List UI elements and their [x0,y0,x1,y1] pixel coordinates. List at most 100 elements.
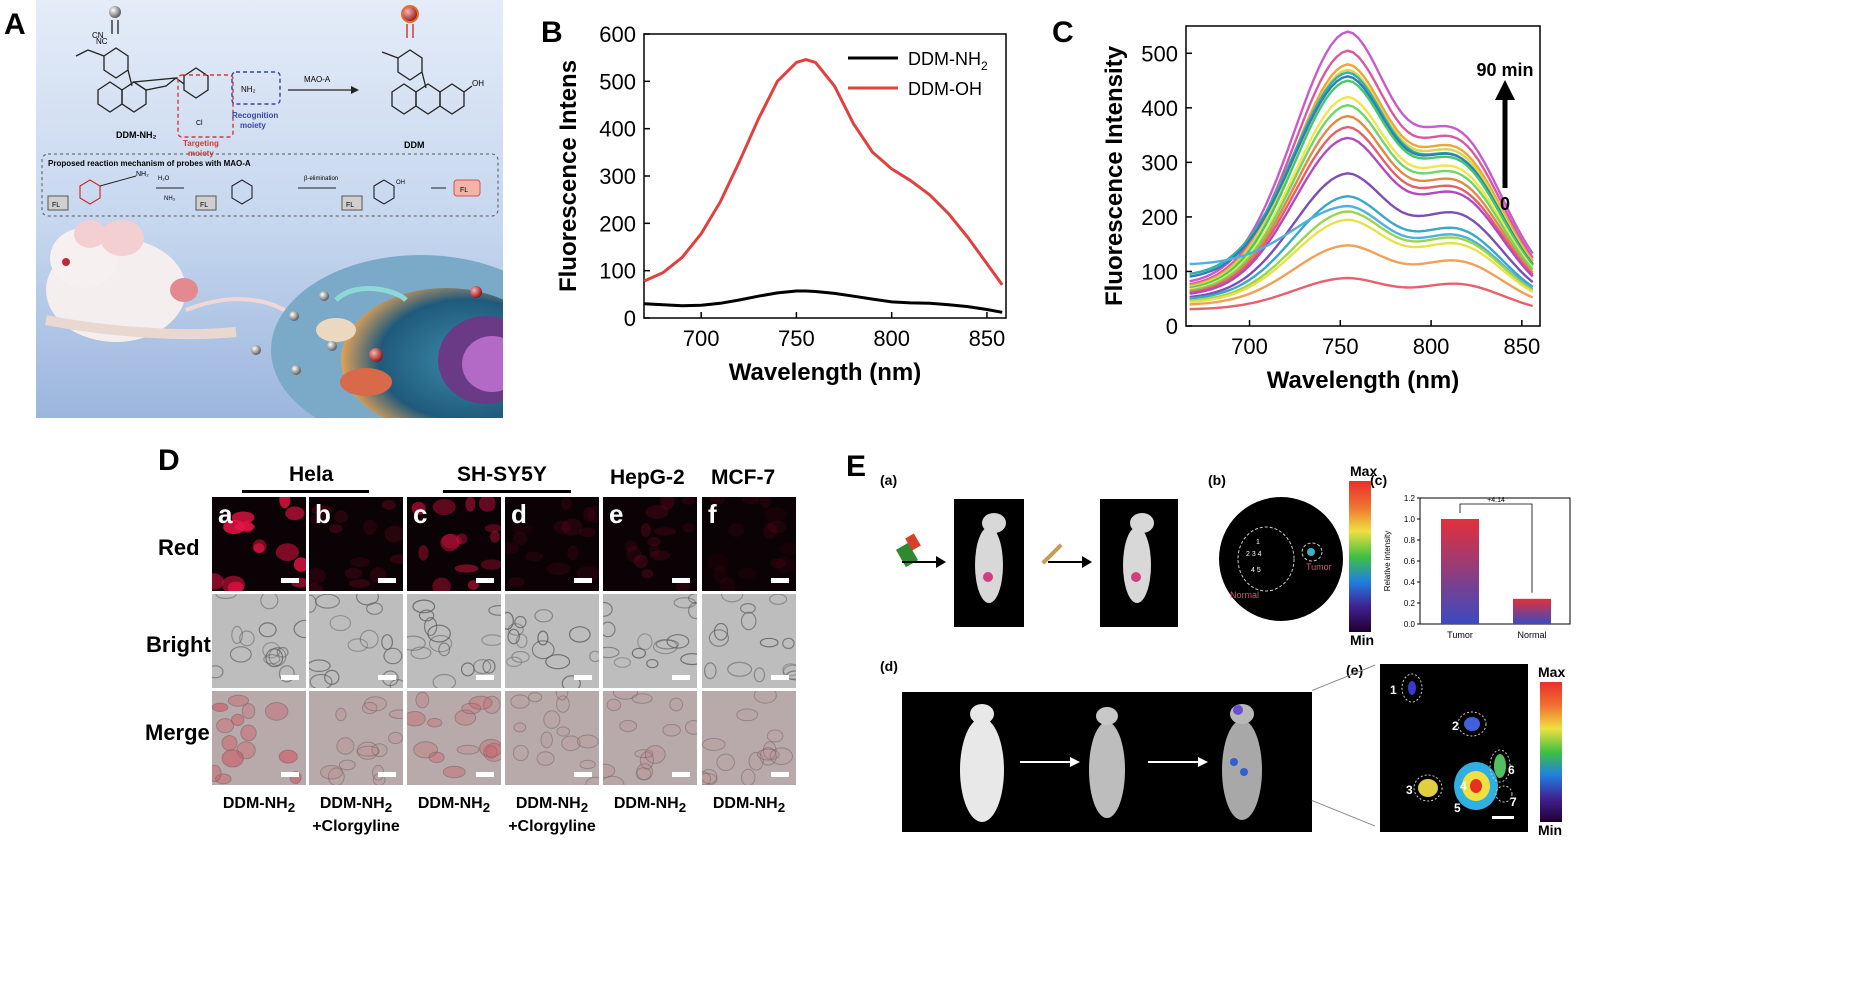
cell-blob [707,553,729,572]
cell-blob [721,594,744,603]
col-header-hepg2: HepG-2 [610,466,685,489]
cell-blob [585,776,599,785]
chart-b: 700 750 800 850 0 100 200 300 400 500 600 Wavelengt… [555,14,1026,394]
cell-blob [576,566,599,582]
sub-b-label: (b) [1208,472,1226,488]
micrograph-bright-d [505,594,599,688]
cell-blob [454,564,479,573]
x-tick-label: 750 [1322,334,1359,359]
cell-blob [309,583,323,591]
cell-blob [589,650,599,663]
cell-blob [740,602,756,614]
cell-blob [293,557,306,572]
cell-blob [335,707,347,722]
mouse-illustration [45,220,300,342]
cell-blob [649,550,671,561]
cell-blob [738,567,757,579]
spectrum-line-7 [1189,95,1534,291]
cell-blob [578,527,596,538]
cell-blob [688,602,697,620]
cell-blob [767,520,787,534]
cell-blob [215,773,232,785]
cell-blob [456,533,468,545]
cell-blob [442,765,466,779]
cell-blob [660,497,675,510]
cell-texture [212,594,306,683]
svg-text:NH₂: NH₂ [136,171,149,178]
cell-blob [265,648,284,668]
spectrum-line-18 [1189,276,1534,311]
cell-blob [680,653,697,666]
scale-bar [672,675,690,680]
spectrum-line-3 [1189,68,1534,288]
mouse-image-series [902,692,1312,832]
cell-tag-d: d [511,499,527,529]
cell-blob [704,662,717,680]
cell-blob [293,619,306,639]
cell-blob [432,577,451,591]
legend-label-0: DDM-NH2 [908,49,988,73]
cell-blob [309,514,328,525]
scale-bar [281,772,299,777]
cell-blob [515,633,528,649]
cell-blob [365,602,383,615]
cell-blob [465,497,476,512]
micrograph-bright-f [702,594,796,688]
panel-a-letter: A [4,8,26,41]
spectrum-line-16 [1189,218,1534,304]
spectrum-line-8 [1189,104,1534,292]
bar-y-tick-label: 1.0 [1404,515,1416,524]
x-axis-label: Wavelength (nm) [729,359,921,386]
cell-blob [759,637,779,648]
normal-label: Normal [1230,590,1259,600]
cell-blob [344,567,363,579]
colorbar-b [1349,481,1371,632]
micrograph-bright-c [407,594,501,688]
cell-blob [644,745,666,764]
cell-blob [603,775,625,785]
cell-blob [350,557,370,568]
y-tick-label: 200 [1141,205,1178,230]
cell-blob [669,697,684,712]
cell-blob [484,524,501,533]
shsy5y-underline [443,490,571,493]
micrograph-red-f: f [702,497,796,591]
cell-blob [221,749,244,768]
cell-blob [473,659,492,675]
cell-blob [606,698,622,712]
cell-blob [507,628,520,645]
svg-text:OH: OH [396,180,405,186]
cell-tag-f: f [708,499,717,529]
cell-blob [381,500,396,510]
svg-text:NH₂: NH₂ [241,85,256,94]
chart-c: 700 750 800 850 0 100 200 300 400 500 Wavelength (… [1100,18,1560,396]
cell-blob [637,633,653,651]
micrograph-merge-e [603,691,697,785]
organ-5: 5 [1454,801,1461,815]
cell-blob [423,617,438,636]
cell-blob [603,621,616,638]
cell-blob [514,615,527,629]
targeting-moiety-label: Targeting [183,139,219,148]
treatment-label-subscript: 2 [580,800,589,816]
cell-blob [753,691,777,704]
cell-blob [536,751,555,766]
tumor-label: Tumor [1306,562,1332,572]
cell-blob [240,724,257,742]
cell-blob [640,523,651,537]
bar-tumor [1441,519,1479,624]
cell-texture [505,497,599,588]
cell-texture [309,594,403,688]
zoom-line-top [1312,664,1376,691]
cell-blob [411,501,426,515]
scale-bar [672,772,690,777]
cell-blob [432,499,456,515]
treatment-label: DDM-NH2 +Clorgyline [495,794,609,836]
cell-blob [710,497,725,505]
cell-blob [782,663,796,677]
y-tick-label: 500 [1141,41,1178,66]
panel-a-illustration: NC CN DDM-NH₂ NH₂ Cl Targeting moiety Re… [36,0,571,445]
cell-blob [488,605,501,616]
cell-blob [410,646,432,660]
micrograph-merge-f [702,691,796,785]
